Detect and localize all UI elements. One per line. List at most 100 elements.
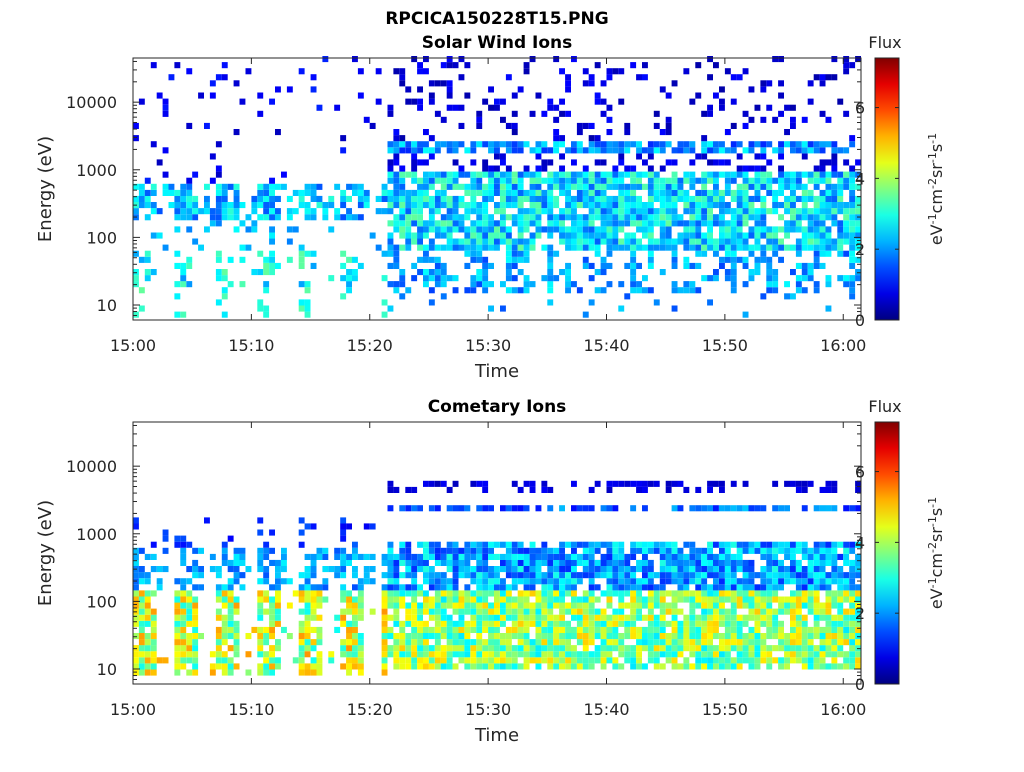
heatmap-cell	[606, 572, 613, 579]
heatmap-cell	[482, 256, 489, 263]
heatmap-cell	[849, 602, 856, 609]
y-tick-label: 100	[86, 228, 117, 247]
heatmap-cell	[553, 275, 560, 282]
heatmap-cell	[393, 590, 400, 597]
heatmap-cell	[523, 480, 530, 487]
heatmap-cell	[807, 269, 814, 276]
heatmap-cell	[541, 633, 548, 640]
heatmap-cell	[730, 590, 737, 597]
heatmap-cell	[790, 596, 796, 603]
heatmap-cell	[843, 214, 850, 221]
heatmap-cell	[263, 572, 270, 579]
heatmap-cell	[748, 275, 755, 282]
heatmap-cell	[174, 195, 181, 202]
heatmap-cell	[150, 202, 157, 209]
heatmap-cell	[434, 275, 441, 282]
heatmap-cell	[618, 608, 625, 615]
heatmap-cell	[452, 275, 459, 282]
heatmap-cell	[340, 529, 347, 536]
heatmap-cell	[387, 281, 394, 288]
heatmap-cell	[245, 566, 252, 573]
heatmap-cell	[730, 663, 737, 670]
heatmap-cell	[505, 645, 512, 652]
heatmap-cell	[671, 250, 678, 257]
heatmap-cell	[357, 669, 364, 676]
heatmap-cell	[790, 269, 796, 276]
heatmap-cell	[156, 92, 163, 99]
heatmap-cell	[559, 602, 565, 609]
heatmap-cell	[819, 486, 826, 493]
heatmap-cell	[393, 68, 400, 75]
heatmap-cell	[500, 620, 506, 627]
heatmap-cell	[772, 480, 779, 487]
heatmap-cell	[523, 590, 530, 597]
heatmap-cell	[630, 633, 637, 640]
heatmap-cell	[257, 195, 264, 202]
heatmap-cell	[736, 590, 743, 597]
heatmap-cell	[677, 547, 684, 554]
heatmap-cell	[458, 244, 465, 251]
heatmap-cell	[405, 663, 412, 670]
heatmap-cell	[647, 578, 654, 585]
heatmap-cell	[553, 614, 560, 621]
heatmap-cell	[405, 98, 412, 105]
heatmap-cell	[807, 275, 814, 282]
heatmap-cell	[588, 633, 595, 640]
heatmap-cell	[760, 86, 767, 93]
heatmap-cell	[730, 195, 737, 202]
heatmap-cell	[428, 578, 435, 585]
heatmap-cell	[819, 633, 826, 640]
heatmap-cell	[790, 183, 796, 190]
heatmap-cell	[849, 572, 856, 579]
heatmap-cell	[458, 122, 465, 129]
heatmap-cell	[304, 281, 311, 288]
heatmap-cell	[535, 559, 542, 566]
heatmap-cell	[186, 566, 193, 573]
heatmap-cell	[653, 177, 660, 184]
heatmap-cell	[482, 547, 489, 554]
heatmap-cell	[340, 535, 347, 542]
heatmap-cell	[269, 195, 275, 202]
heatmap-cell	[594, 92, 601, 99]
heatmap-cell	[576, 602, 583, 609]
heatmap-cell	[204, 202, 210, 209]
heatmap-cell	[843, 62, 850, 69]
heatmap-cell	[464, 633, 471, 640]
heatmap-cell	[381, 645, 388, 652]
heatmap-cell	[790, 553, 796, 560]
heatmap-cell	[541, 578, 548, 585]
heatmap-cell	[470, 663, 477, 670]
heatmap-cell	[647, 639, 654, 646]
heatmap-cell	[523, 189, 530, 196]
heatmap-cell	[476, 244, 483, 251]
heatmap-cell	[133, 183, 139, 190]
heatmap-cell	[665, 232, 672, 239]
heatmap-cell	[535, 195, 542, 202]
heatmap-cell	[843, 547, 850, 554]
heatmap-cell	[434, 147, 441, 154]
heatmap-cell	[772, 547, 779, 554]
heatmap-cell	[298, 645, 305, 652]
heatmap-cell	[819, 626, 826, 633]
heatmap-cell	[683, 256, 690, 263]
heatmap-cell	[671, 195, 678, 202]
heatmap-cell	[813, 147, 820, 154]
heatmap-cell	[423, 183, 429, 190]
heatmap-cell	[423, 269, 429, 276]
heatmap-cell	[553, 250, 560, 257]
heatmap-cell	[582, 183, 589, 190]
heatmap-cell	[458, 633, 465, 640]
heatmap-cell	[446, 86, 453, 93]
heatmap-cell	[434, 553, 441, 560]
heatmap-cell	[831, 633, 838, 640]
heatmap-cell	[659, 651, 666, 658]
heatmap-cell	[162, 183, 169, 190]
heatmap-cell	[825, 590, 832, 597]
heatmap-cell	[618, 159, 625, 166]
y-tick-label: 10	[97, 660, 117, 679]
heatmap-cell	[576, 505, 583, 512]
heatmap-cell	[837, 220, 844, 227]
heatmap-cell	[825, 620, 832, 627]
heatmap-cell	[624, 553, 631, 560]
heatmap-cell	[535, 590, 542, 597]
